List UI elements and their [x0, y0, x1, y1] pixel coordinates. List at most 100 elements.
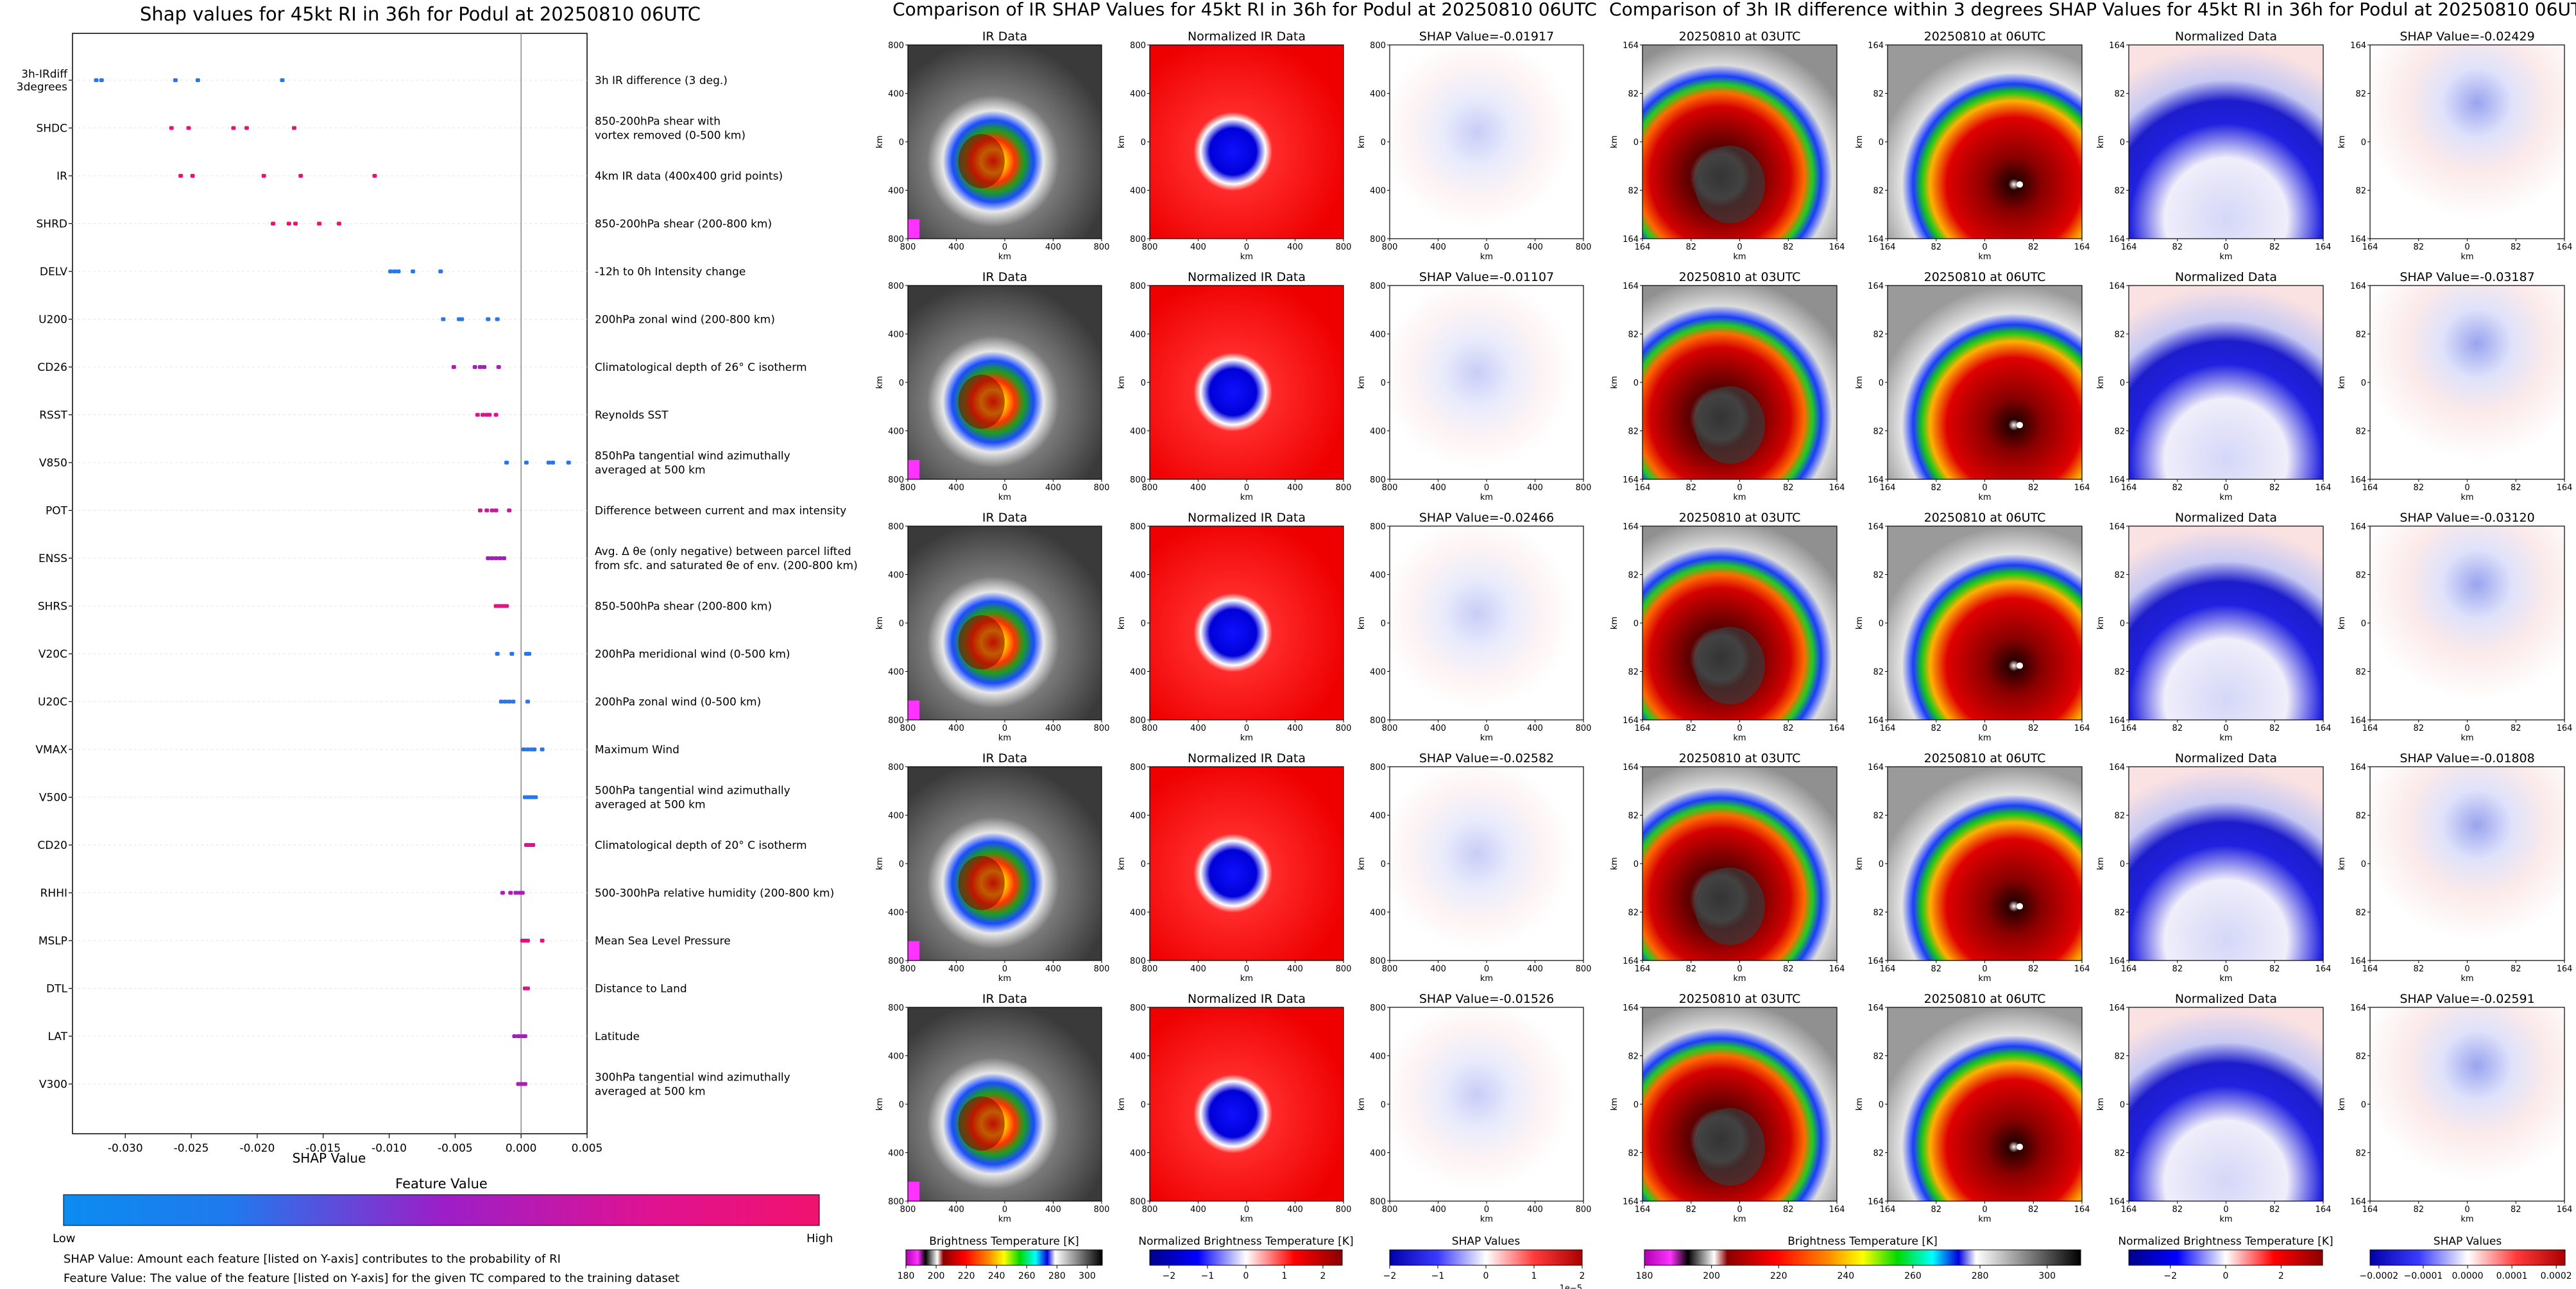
- y-tick-label: 164: [2350, 1197, 2366, 1207]
- shap-point: [178, 174, 183, 178]
- y-tick-label: 82: [2114, 187, 2125, 196]
- y-tick-label: 0: [2361, 138, 2366, 148]
- y-tick-label: 164: [1623, 716, 1639, 726]
- thumbnail: 20250810 at 03UTC1641648282008282164164k…: [1610, 992, 1845, 1224]
- y-tick-label: 0: [1381, 138, 1386, 148]
- y-tick-label: 800: [1370, 475, 1386, 485]
- colorbar-tick-label: 300: [1079, 1271, 1096, 1281]
- y-tick-label: 164: [1623, 475, 1639, 485]
- x-axis-label: km: [1240, 1215, 1253, 1224]
- thumbnail-image: [2129, 45, 2323, 239]
- eye-region: [1694, 146, 1765, 223]
- x-tick-label: 82: [2413, 964, 2424, 974]
- x-tick-label: 82: [2413, 483, 2424, 493]
- x-axis-label: km: [1480, 974, 1493, 984]
- feature-label: SHDC: [36, 123, 67, 135]
- y-axis-label: km: [1610, 857, 1619, 870]
- colorbar-label: SHAP Values: [1452, 1235, 1521, 1248]
- eye-spot: [2017, 903, 2024, 910]
- feature-description: 850-500hPa shear (200-800 km): [595, 601, 772, 613]
- y-tick-label: 0: [1381, 619, 1386, 629]
- y-tick-label: 400: [888, 909, 904, 918]
- y-tick-label: 800: [1130, 235, 1146, 244]
- thumbnail: SHAP Value=-0.02591164164828200828216416…: [2337, 992, 2572, 1224]
- y-tick-label: 800: [1130, 282, 1146, 291]
- x-tick-label: 800: [1142, 1205, 1158, 1215]
- x-axis-label: km: [2219, 974, 2232, 984]
- shap-point: [490, 508, 495, 513]
- irdiff-shap-panel: Comparison of 3h IR difference within 3 …: [1609, 0, 2576, 1281]
- colorbar-tick-label: 240: [1837, 1271, 1854, 1281]
- colorbar-tick-label: 200: [928, 1271, 945, 1281]
- colorbar-label: SHAP Values: [2434, 1235, 2502, 1248]
- x-tick-label: 82: [2511, 483, 2521, 493]
- x-tick-label: 0: [1484, 964, 1489, 974]
- storm-core: [958, 615, 1005, 670]
- colorbar-tick-label: 0.0000: [2452, 1271, 2484, 1281]
- thumbnail-title: 20250810 at 03UTC: [1679, 270, 1801, 284]
- thumbnail: 20250810 at 06UTC1641648282008282164164k…: [1855, 751, 2090, 984]
- thumbnail: SHAP Value=-0.03120164164828200828216416…: [2337, 511, 2572, 743]
- x-tick-label: 800: [1142, 964, 1158, 974]
- y-tick-label: 164: [1868, 1003, 1884, 1013]
- x-axis-label: km: [2461, 974, 2473, 984]
- x-tick-label: 164: [2074, 483, 2090, 493]
- shap-point: [525, 939, 530, 943]
- y-axis-label: km: [2096, 857, 2106, 870]
- y-axis-label: km: [1117, 857, 1127, 870]
- x-tick-label: 400: [1527, 964, 1543, 974]
- x-tick-label: 0: [1244, 483, 1249, 493]
- x-axis-label: km: [1733, 252, 1746, 262]
- y-tick-label: 164: [2350, 475, 2366, 485]
- y-tick-label: 400: [888, 330, 904, 340]
- y-axis-label: km: [875, 376, 885, 389]
- thumbnail: SHAP Value=-0.01526800800400400004004008…: [1357, 992, 1591, 1224]
- x-tick-label: 82: [2413, 724, 2424, 733]
- shap-point: [244, 126, 249, 130]
- y-tick-label: 0: [1879, 1100, 1884, 1110]
- y-tick-label: 82: [1628, 90, 1639, 99]
- shap-point: [451, 365, 456, 369]
- x-axis-label: km: [1733, 493, 1746, 502]
- y-axis-label: km: [1357, 376, 1367, 389]
- thumbnail: Normalized IR Data8008004004000040040080…: [1117, 30, 1351, 262]
- x-axis-label: km: [1978, 974, 1991, 984]
- x-tick-label: 164: [1880, 243, 1896, 252]
- y-tick-label: 82: [1873, 330, 1884, 340]
- shap-point: [501, 556, 506, 560]
- x-tick-label: 164: [2074, 1205, 2090, 1215]
- y-axis-label: km: [2096, 617, 2106, 629]
- y-tick-label: 400: [888, 812, 904, 821]
- x-tick-label: 800: [1094, 964, 1110, 974]
- y-tick-label: 82: [1628, 909, 1639, 918]
- y-tick-label: 164: [2350, 763, 2366, 773]
- colorbar-tick-label: 260: [1018, 1271, 1036, 1281]
- thumbnail-image: [1888, 45, 2082, 239]
- colorbar-strip: [2128, 1249, 2323, 1266]
- x-tick-label: 164: [2557, 483, 2573, 493]
- thumbnail-image: [2370, 767, 2564, 960]
- shap-point: [493, 508, 499, 513]
- shap-point: [504, 604, 509, 608]
- x-tick-label: 400: [1287, 1205, 1303, 1215]
- y-tick-label: 0: [2361, 619, 2366, 629]
- x-tick-label: 800: [1576, 724, 1592, 733]
- x-tick-label: 0: [1484, 243, 1489, 252]
- x-tick-label: 800: [1576, 243, 1592, 252]
- x-tick-label: 82: [1685, 483, 1696, 493]
- feature-description: Avg. Δ θe (only negative) between parcel…: [595, 545, 858, 572]
- eye-spot: [2017, 422, 2024, 429]
- x-tick-label: 0: [2464, 1205, 2469, 1215]
- shap-point: [511, 699, 516, 704]
- y-tick-label: 400: [888, 1052, 904, 1062]
- y-tick-label: 0: [1633, 138, 1639, 148]
- thumbnail-title: Normalized Data: [2175, 992, 2277, 1006]
- y-tick-label: 0: [1879, 860, 1884, 869]
- y-tick-label: 82: [1628, 812, 1639, 821]
- y-tick-label: 400: [1130, 330, 1146, 340]
- x-tick-label: 0: [1002, 483, 1007, 493]
- x-tick-label: -0.030: [108, 1142, 143, 1155]
- colorbar-tick-label: 2: [1320, 1271, 1326, 1281]
- x-tick-label: 82: [2269, 1205, 2280, 1215]
